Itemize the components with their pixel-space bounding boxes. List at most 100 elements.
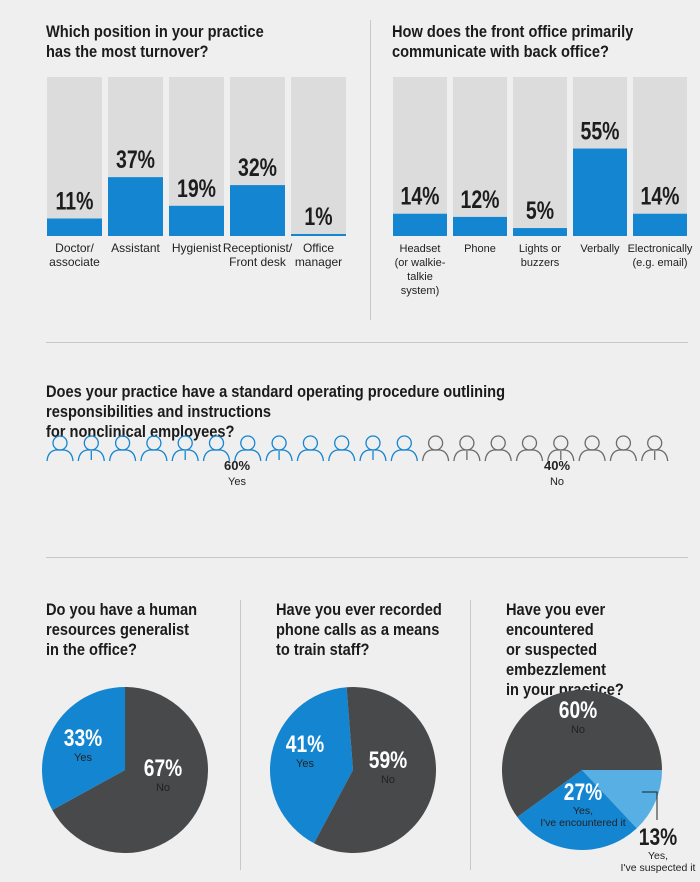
communication-bar: [573, 148, 627, 236]
turnover-category-label: Hygienist: [172, 241, 222, 255]
hr-slice: [41, 687, 125, 810]
embezzlement-value-label: 13%: [639, 823, 677, 851]
communication-category-label: Verbally: [580, 243, 620, 255]
recording-pie-chart: 41%Yes 59%No: [269, 687, 436, 853]
communication-category-label: Lights or buzzers: [519, 243, 562, 269]
embezzlement-slice: [502, 690, 662, 818]
sop-yes-percent: 60%: [224, 458, 250, 473]
communication-bar: [633, 213, 687, 236]
communication-category-label: Electronically (e.g. email): [628, 243, 693, 269]
hr-value-label: 33%: [64, 724, 102, 752]
turnover-bar: [291, 234, 346, 236]
communication-bar-bg: [393, 77, 447, 236]
embezzlement-slice-label: Yes, I've suspected it: [621, 850, 696, 874]
turnover-bar: [230, 185, 285, 236]
turnover-value-label: 1%: [304, 203, 332, 231]
sop-yes-label: Yes: [228, 476, 246, 488]
embezzlement-pie-chart: 60%No 27%Yes, I've encountered it 13%Yes, I'…: [502, 690, 696, 874]
recording-value-label: 41%: [286, 730, 324, 758]
person-icon: [202, 435, 231, 462]
communication-value-label: 14%: [400, 182, 439, 210]
person-icon: [234, 435, 262, 462]
turnover-bar-bg: [47, 77, 102, 236]
communication-bar: [393, 213, 447, 236]
recording-value-label: 59%: [369, 746, 407, 774]
turnover-bar: [108, 177, 163, 236]
turnover-value-label: 19%: [177, 174, 216, 202]
hr-slice-label: Yes: [74, 752, 92, 764]
communication-question-title: How does the front office primarily comm…: [392, 22, 634, 61]
communication-bar-bg: [453, 77, 507, 236]
person-icon: [453, 435, 481, 462]
person-icon: [171, 435, 199, 462]
communication-value-label: 5%: [526, 197, 554, 225]
person-icon: [547, 435, 575, 462]
pie-divider-2: [470, 600, 471, 870]
turnover-bar: [47, 218, 102, 236]
top-divider: [370, 20, 371, 320]
turnover-value-label: 11%: [56, 187, 94, 215]
person-icon: [515, 435, 544, 462]
embezzlement-value-label: 60%: [559, 696, 597, 724]
communication-category-label: Phone: [464, 243, 496, 255]
callout-line: [642, 791, 658, 820]
hr-slice: [52, 687, 209, 853]
person-icon: [328, 435, 356, 462]
recording-slice: [269, 687, 353, 844]
hr-slice-label: No: [156, 782, 170, 794]
embezzlement-slice-label: No: [571, 724, 585, 736]
person-icon: [140, 435, 168, 462]
turnover-category-label: Office manager: [295, 241, 342, 269]
turnover-category-label: Doctor/associate: [49, 241, 100, 269]
communication-value-label: 12%: [460, 186, 499, 214]
person-icon: [421, 435, 450, 462]
turnover-category-label: Assistant: [111, 241, 160, 255]
communication-value-label: 55%: [580, 117, 619, 145]
recording-question-title: Have you ever recorded phone calls as a …: [276, 600, 442, 659]
sop-no-percent: 40%: [544, 458, 570, 473]
communication-bar: [513, 228, 567, 236]
sop-no-label: No: [550, 476, 564, 488]
person-icon: [77, 435, 105, 462]
turnover-question-title: Which position in your practice has the …: [46, 22, 264, 61]
communication-bar-chart: 14% Headset (or walkie-talkie system) 12% Pho…: [393, 77, 693, 297]
person-icon: [641, 435, 669, 462]
recording-slice-label: No: [381, 774, 395, 786]
person-icon: [578, 435, 606, 462]
turnover-value-label: 32%: [238, 154, 277, 182]
turnover-value-label: 37%: [116, 146, 155, 174]
section-divider-2: [46, 557, 688, 558]
section-divider-1: [46, 342, 688, 343]
person-icon: [265, 435, 293, 462]
person-icon: [390, 435, 418, 462]
recording-slice-label: Yes: [296, 758, 314, 770]
turnover-bar-chart: 11% Doctor/associate 37% Assistant 19% Hygien…: [47, 77, 346, 269]
turnover-bar-bg: [291, 77, 346, 236]
people-pictogram: 60% Yes 40% No: [46, 435, 669, 488]
person-icon: [359, 435, 387, 462]
communication-bar-bg: [633, 77, 687, 236]
person-icon: [108, 435, 137, 462]
embezzlement-slice-label: Yes, I've encountered it: [540, 805, 626, 829]
communication-category-label: Headset (or walkie-talkie system): [395, 243, 446, 297]
embezzlement-slice: [582, 770, 662, 829]
person-icon: [609, 435, 638, 462]
pie-divider-1: [240, 600, 241, 870]
hr-question-title: Do you have a human resources generalist…: [46, 600, 198, 659]
person-icon: [296, 435, 325, 462]
turnover-category-label: Receptionist/Front desk: [223, 241, 293, 269]
turnover-bar: [169, 205, 224, 236]
person-icon: [46, 435, 74, 462]
communication-bar: [453, 216, 507, 236]
embezzlement-value-label: 27%: [564, 778, 602, 806]
communication-value-label: 14%: [640, 182, 679, 210]
bar-charts: 11% Doctor/associate 37% Assistant 19% Hygien…: [47, 77, 693, 297]
embezzlement-slice: [517, 770, 637, 851]
hr-pie-chart: 33%Yes 67%No: [41, 687, 209, 853]
embezzlement-question-title: Have you ever encountered or suspected e…: [506, 600, 624, 699]
communication-bar-bg: [513, 77, 567, 236]
hr-value-label: 67%: [144, 754, 182, 782]
sop-question-title: Does your practice have a standard opera…: [46, 382, 506, 441]
person-icon: [484, 435, 512, 462]
